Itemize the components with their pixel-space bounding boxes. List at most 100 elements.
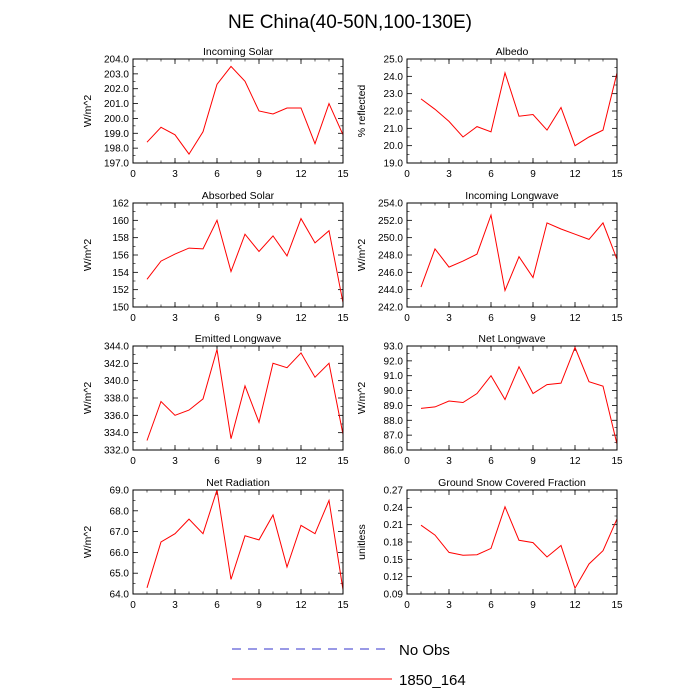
series-line-1850-164 bbox=[146, 217, 343, 303]
plot-frame bbox=[132, 489, 344, 595]
plot-frame bbox=[132, 58, 344, 164]
y-tick-label: 86.0 bbox=[384, 446, 404, 457]
x-tick-label: 3 bbox=[172, 169, 178, 180]
x-tick-label: 0 bbox=[130, 456, 136, 467]
y-tick-label: 0.18 bbox=[384, 538, 404, 549]
x-tick-label: 9 bbox=[530, 169, 536, 180]
x-tick-label: 15 bbox=[611, 600, 623, 611]
y-axis-label: W/m^2 bbox=[82, 95, 94, 128]
y-tick-label: 66.0 bbox=[110, 548, 130, 559]
x-tick-label: 15 bbox=[611, 456, 623, 467]
plot-frame bbox=[132, 345, 344, 451]
y-tick-label: 24.0 bbox=[384, 72, 404, 83]
y-axis-label: W/m^2 bbox=[356, 239, 368, 272]
y-tick-label: 202.0 bbox=[104, 84, 129, 95]
legend-model-label: 1850_164 bbox=[399, 672, 466, 689]
x-tick-label: 12 bbox=[295, 313, 307, 324]
y-tick-label: 244.0 bbox=[378, 285, 403, 296]
plot-frame bbox=[406, 58, 618, 164]
panel-title: Albedo bbox=[496, 46, 529, 58]
x-tick-label: 15 bbox=[337, 169, 349, 180]
x-tick-label: 0 bbox=[404, 313, 410, 324]
x-tick-label: 6 bbox=[214, 169, 220, 180]
panel-incoming-solar: Incoming Solar W/m^2 0 3 6 9 12 15 197.0 198.0 199… bbox=[82, 46, 349, 180]
x-tick-label: 15 bbox=[611, 169, 623, 180]
panel-grid: Incoming Solar W/m^2 0 3 6 9 12 15 197.0 198.0 199… bbox=[82, 46, 623, 611]
x-tick-label: 12 bbox=[295, 456, 307, 467]
y-tick-label: 25.0 bbox=[384, 55, 404, 66]
y-tick-label: 88.0 bbox=[384, 416, 404, 427]
x-tick-label: 3 bbox=[446, 456, 452, 467]
y-tick-label: 87.0 bbox=[384, 431, 404, 442]
plot-frame bbox=[406, 489, 618, 595]
x-tick-label: 3 bbox=[446, 169, 452, 180]
series-line-1850-164 bbox=[146, 349, 343, 441]
y-tick-label: 204.0 bbox=[104, 55, 129, 66]
series-line-1850-164 bbox=[146, 65, 343, 155]
y-tick-label: 64.0 bbox=[110, 590, 130, 601]
series-line-1850-164 bbox=[420, 505, 617, 590]
y-tick-label: 0.21 bbox=[384, 520, 404, 531]
y-axis-label: W/m^2 bbox=[82, 526, 94, 559]
x-tick-label: 9 bbox=[256, 169, 262, 180]
panel-title: Incoming Solar bbox=[203, 46, 274, 58]
y-tick-label: 68.0 bbox=[110, 506, 130, 517]
panel-emitted-longwave: Emitted Longwave W/m^2 0 3 6 9 12 15 332.0 334.0 3… bbox=[82, 333, 349, 467]
panel-incoming-longwave: Incoming Longwave W/m^2 0 3 6 9 12 15 242.0 244.0… bbox=[356, 190, 623, 324]
x-tick-label: 12 bbox=[569, 456, 581, 467]
series-line-1850-164 bbox=[420, 71, 617, 147]
x-tick-label: 3 bbox=[172, 600, 178, 611]
y-tick-label: 150 bbox=[112, 303, 129, 314]
y-tick-label: 200.0 bbox=[104, 114, 129, 125]
x-tick-label: 3 bbox=[446, 600, 452, 611]
x-tick-label: 15 bbox=[337, 313, 349, 324]
y-tick-label: 252.0 bbox=[378, 216, 403, 227]
y-tick-label: 198.0 bbox=[104, 144, 129, 155]
y-tick-label: 22.0 bbox=[384, 107, 404, 118]
y-tick-label: 91.0 bbox=[384, 371, 404, 382]
y-tick-label: 197.0 bbox=[104, 159, 129, 170]
y-tick-label: 65.0 bbox=[110, 569, 130, 580]
x-tick-label: 6 bbox=[488, 313, 494, 324]
series-line-1850-164 bbox=[146, 490, 343, 590]
y-axis-label: W/m^2 bbox=[82, 382, 94, 415]
y-axis-label: % reflected bbox=[356, 85, 368, 138]
y-tick-label: 0.24 bbox=[384, 503, 404, 514]
panel-ground-snow-covered-fraction: Ground Snow Covered Fraction unitless 0 3 6 9… bbox=[356, 477, 623, 611]
y-tick-label: 93.0 bbox=[384, 342, 404, 353]
x-tick-label: 6 bbox=[488, 600, 494, 611]
y-tick-label: 90.0 bbox=[384, 386, 404, 397]
y-tick-label: 67.0 bbox=[110, 527, 130, 538]
y-tick-label: 152 bbox=[112, 285, 129, 296]
y-tick-label: 246.0 bbox=[378, 268, 403, 279]
y-tick-label: 0.15 bbox=[384, 555, 404, 566]
x-tick-label: 12 bbox=[295, 600, 307, 611]
panel-title: Net Longwave bbox=[478, 333, 545, 345]
x-tick-label: 15 bbox=[337, 600, 349, 611]
y-tick-label: 248.0 bbox=[378, 251, 403, 262]
x-tick-label: 9 bbox=[256, 600, 262, 611]
x-tick-label: 0 bbox=[404, 600, 410, 611]
panel-absorbed-solar: Absorbed Solar W/m^2 0 3 6 9 12 15 150 152 154 156 1… bbox=[82, 190, 349, 324]
y-tick-label: 160 bbox=[112, 216, 129, 227]
y-tick-label: 92.0 bbox=[384, 356, 404, 367]
x-tick-label: 0 bbox=[404, 456, 410, 467]
y-tick-label: 340.0 bbox=[104, 376, 129, 387]
y-tick-label: 0.09 bbox=[384, 590, 404, 601]
x-tick-label: 9 bbox=[530, 313, 536, 324]
legend: No Obs 1850_164 bbox=[232, 642, 466, 689]
x-tick-label: 6 bbox=[214, 600, 220, 611]
y-tick-label: 19.0 bbox=[384, 159, 404, 170]
x-tick-label: 6 bbox=[214, 313, 220, 324]
x-tick-label: 12 bbox=[569, 313, 581, 324]
y-tick-label: 199.0 bbox=[104, 129, 129, 140]
y-tick-label: 336.0 bbox=[104, 411, 129, 422]
x-tick-label: 0 bbox=[130, 600, 136, 611]
x-tick-label: 15 bbox=[337, 456, 349, 467]
x-tick-label: 9 bbox=[256, 313, 262, 324]
panel-albedo: Albedo % reflected 0 3 6 9 12 15 19.0 20.0 21.0 22.… bbox=[356, 46, 623, 180]
x-tick-label: 0 bbox=[404, 169, 410, 180]
y-tick-label: 89.0 bbox=[384, 401, 404, 412]
x-tick-label: 3 bbox=[172, 313, 178, 324]
